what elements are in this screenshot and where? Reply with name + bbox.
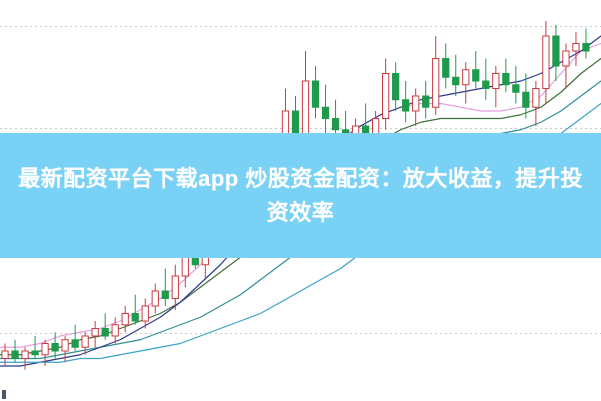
ma-lines	[0, 35, 601, 367]
gridlines	[0, 26, 601, 334]
candles	[1, 21, 590, 370]
corner-artifact	[2, 390, 6, 399]
